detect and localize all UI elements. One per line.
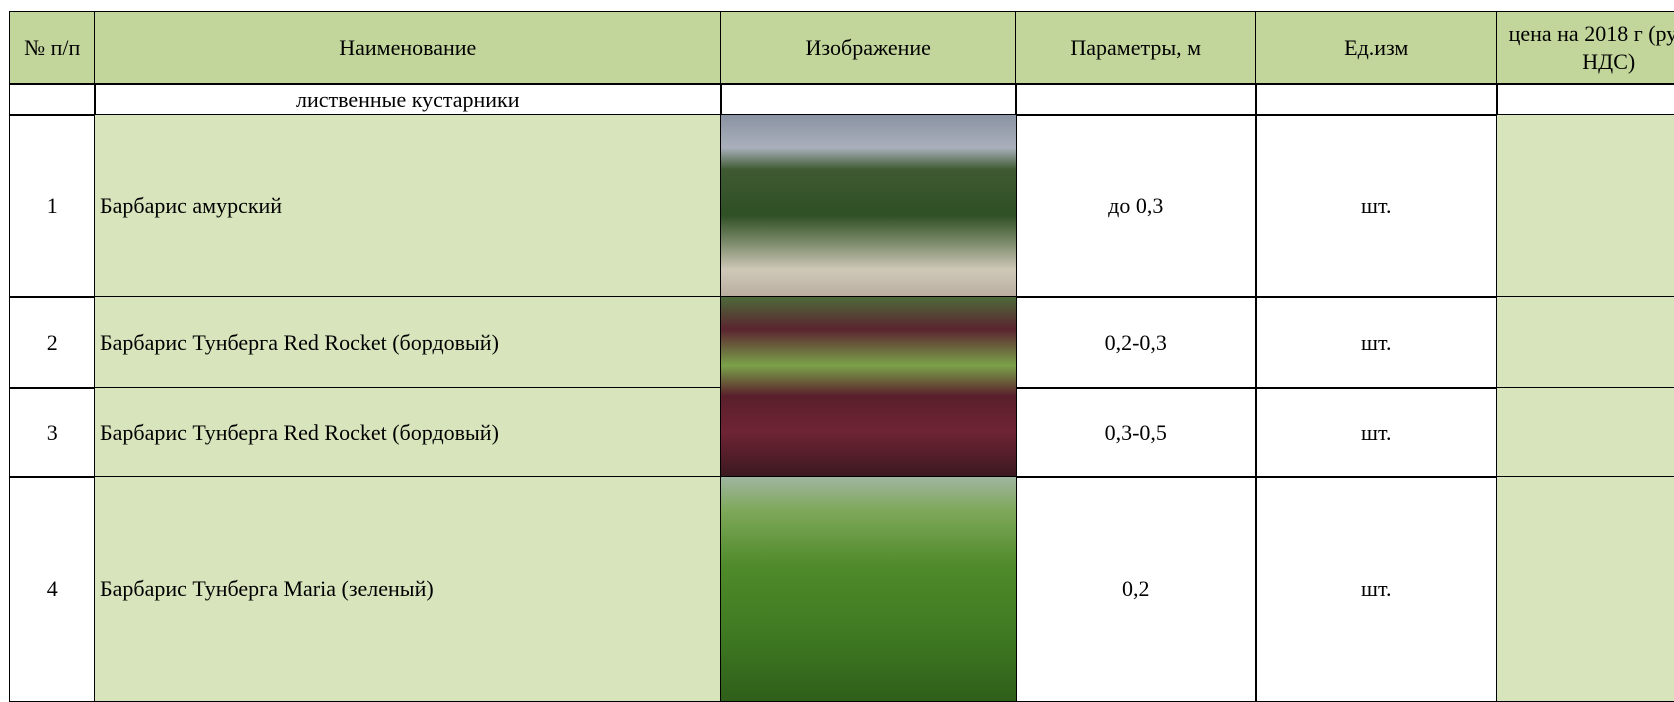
header-cell: № п/п	[9, 11, 96, 85]
header-cell: Ед.изм	[1255, 11, 1498, 85]
empty-cell	[1255, 83, 1498, 116]
row-number: 3	[9, 387, 96, 478]
item-name: Барбарис амурский	[94, 114, 722, 298]
item-unit: шт.	[1255, 296, 1498, 389]
product-image	[720, 114, 1017, 298]
header-cell: цена на 2018 г (руб. с НДС)	[1496, 11, 1674, 85]
row-number: 1	[9, 114, 96, 298]
empty-cell	[9, 83, 96, 116]
item-unit: шт.	[1255, 387, 1498, 478]
section-label: лиственные кустарники	[94, 83, 722, 116]
header-cell: Наименование	[94, 11, 722, 85]
product-image	[720, 476, 1017, 702]
item-unit: шт.	[1255, 476, 1498, 702]
product-image	[720, 296, 1017, 478]
empty-cell	[1496, 83, 1674, 116]
item-name: Барбарис Тунберга Red Rocket (бордовый)	[94, 296, 722, 389]
item-params: 0,3-0,5	[1015, 387, 1257, 478]
item-name: Барбарис Тунберга Maria (зеленый)	[94, 476, 722, 702]
header-cell: Параметры, м	[1015, 11, 1257, 85]
row-number: 4	[9, 476, 96, 702]
empty-cell	[1015, 83, 1257, 116]
price-cell	[1496, 296, 1674, 389]
item-params: до 0,3	[1015, 114, 1257, 298]
price-cell	[1496, 387, 1674, 478]
price-cell	[1496, 114, 1674, 298]
item-params: 0,2	[1015, 476, 1257, 702]
row-number: 2	[9, 296, 96, 389]
item-params: 0,2-0,3	[1015, 296, 1257, 389]
item-name: Барбарис Тунберга Red Rocket (бордовый)	[94, 387, 722, 478]
header-cell: Изображение	[720, 11, 1017, 85]
item-unit: шт.	[1255, 114, 1498, 298]
price-cell	[1496, 476, 1674, 702]
empty-cell	[720, 83, 1017, 116]
